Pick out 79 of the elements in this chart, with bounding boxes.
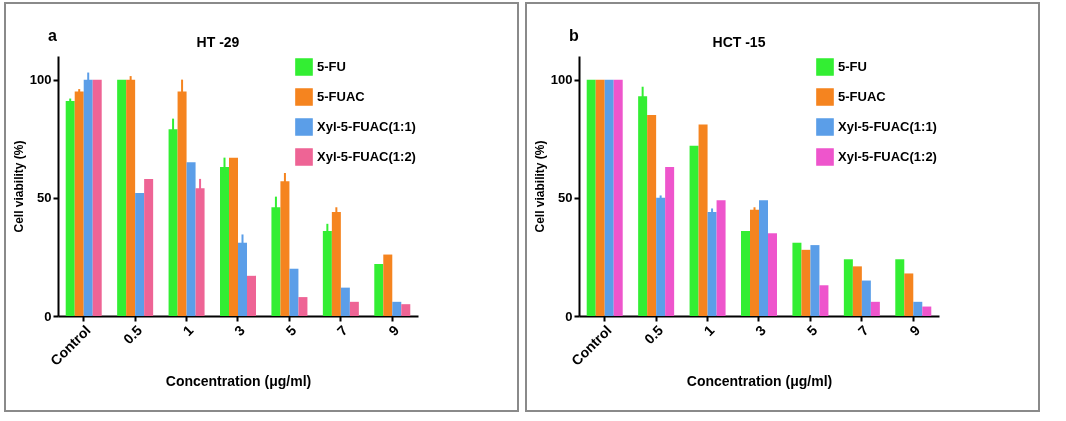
bar [383,254,393,316]
x-tick-label: 5 [803,321,821,339]
chart-title: HCT -15 [712,34,766,50]
bar [144,178,154,316]
x-tick-label: 0.5 [119,321,146,348]
x-tick-label: 1 [700,321,718,339]
bar [913,301,923,316]
bar [716,200,726,316]
bar [904,273,914,316]
bar [374,264,384,316]
bar [229,157,238,316]
y-tick-label: 50 [37,190,52,206]
bar [74,91,84,316]
legend-label: Xyl-5-FUAC(1:2) [838,149,937,164]
bar [801,249,811,316]
x-axis-title: Concentration (μg/ml) [165,372,312,389]
legend-label: 5-FU [317,59,346,74]
y-axis-title: Cell viability (%) [11,140,26,233]
x-tick-label: 0.5 [640,321,667,348]
bar [768,233,777,316]
y-axis-title: Cell viability (%) [532,140,547,233]
bar [759,200,768,316]
text: a [48,27,57,44]
legend-label: Xyl-5-FUAC(1:2) [317,149,416,164]
y-tick-label: 50 [558,190,573,206]
bar [895,259,905,316]
bar [656,197,666,316]
y-tick-label: 0 [565,308,573,324]
text: b [569,27,579,44]
x-tick-label: 7 [854,321,872,339]
bar [852,266,862,316]
x-axis-title: Concentration (μg/ml) [686,372,833,389]
x-tick-label: 9 [906,321,924,339]
bar [126,79,136,316]
x-tick-label: 9 [385,321,403,339]
legend-label: 5-FUAC [838,89,887,104]
bar [843,259,853,316]
bar [750,209,759,316]
bar [392,301,402,316]
bar [707,212,717,316]
bar [401,304,411,316]
bar [647,115,657,316]
x-tick-label: 1 [179,321,197,339]
bar [595,79,605,316]
bar [65,100,75,316]
bar [861,280,871,316]
bar [922,306,932,316]
bar [792,242,802,316]
bar [247,275,256,316]
bar [741,230,750,316]
legend-label: Xyl-5-FUAC(1:1) [317,119,416,134]
y-tick-label: 0 [44,308,52,324]
y-tick-label: 100 [29,72,52,88]
bar [819,285,829,316]
x-tick-label: 3 [231,321,249,339]
bar [604,79,614,316]
x-tick-label: 7 [333,321,351,339]
bar [586,79,596,316]
x-tick-label: 3 [752,321,770,339]
bar [117,79,127,316]
bar [698,124,708,316]
bar [298,297,308,316]
bar [810,245,820,316]
bar [349,301,359,316]
bar [613,79,623,316]
bar [689,145,699,316]
y-tick-label: 100 [550,72,573,88]
chart-title: HT -29 [196,34,240,50]
bar [289,268,299,316]
bar [870,301,880,316]
bar [665,167,675,316]
bar [340,287,350,316]
bar [135,193,145,316]
bar [186,162,196,316]
x-tick-label: 5 [282,321,300,339]
legend-label: Xyl-5-FUAC(1:1) [838,119,937,134]
legend-label: 5-FU [838,59,867,74]
bar [92,79,102,316]
legend-label: 5-FUAC [317,89,366,104]
